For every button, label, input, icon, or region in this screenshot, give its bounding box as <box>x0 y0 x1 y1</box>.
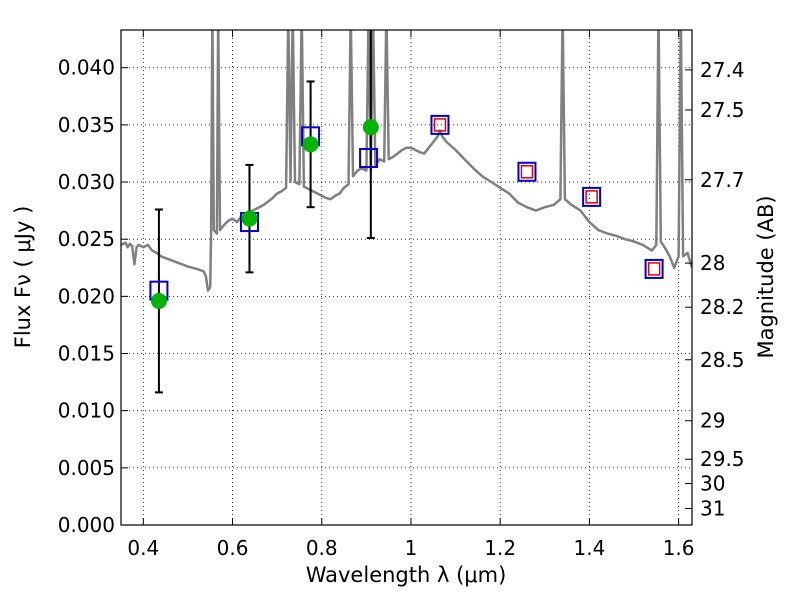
axis-ticks <box>121 30 692 526</box>
y-tick-label: 0.040 <box>58 56 115 80</box>
x-tick-labels: 0.4 0.6 0.8 1 1.2 1.4 1.6 <box>127 536 694 560</box>
y-tick-label: 0.030 <box>58 170 115 194</box>
y-tick-label: 0.000 <box>58 513 115 537</box>
y-tick-label: 0.035 <box>58 113 115 137</box>
observed-point <box>241 210 258 227</box>
x-tick-label: 1.4 <box>573 536 605 560</box>
x-tick-label: 0.4 <box>127 536 159 560</box>
magnitude-tick-label: 28 <box>700 251 725 275</box>
model-box <box>582 186 602 207</box>
x-tick-label: 1 <box>405 536 418 560</box>
y-tick-label: 0.010 <box>58 399 115 423</box>
magnitude-tick-label: 28.5 <box>700 348 745 372</box>
magnitude-tick-label: 27.5 <box>700 98 745 122</box>
magnitude-tick-label: 27.4 <box>700 58 745 82</box>
magnitude-tick-label: 29.5 <box>700 447 745 471</box>
x-tick-label: 1.2 <box>484 536 516 560</box>
observed-point <box>302 136 319 153</box>
x-tick-label: 1.6 <box>663 536 695 560</box>
model-box <box>430 114 450 135</box>
plot-frame <box>120 29 693 526</box>
grid-lines <box>121 30 692 526</box>
model-box-inner <box>585 190 598 204</box>
observed-point <box>362 119 379 136</box>
y-tick-label: 0.020 <box>58 284 115 308</box>
magnitude-axis-label: Magnitude (AB) <box>754 195 778 358</box>
model-boxes <box>149 114 664 301</box>
model-box-inner <box>433 118 447 132</box>
y-tick-label: 0.015 <box>58 342 115 366</box>
x-tick-label: 0.6 <box>217 536 249 560</box>
x-axis-label: Wavelength λ (μm) <box>306 563 507 587</box>
y-tick-label: 0.005 <box>58 456 115 480</box>
model-box <box>644 258 664 279</box>
y-tick-label: 0.025 <box>58 227 115 251</box>
y-tick-labels: 0.000 0.005 0.010 0.015 0.020 0.025 0.030 0.035… <box>58 56 115 537</box>
magnitude-tick-label: 29 <box>700 409 725 433</box>
y-axis-label: Flux Fν ( μJy ) <box>11 206 35 349</box>
magnitude-tick-label: 28.2 <box>700 295 745 319</box>
model-box <box>517 161 537 182</box>
model-box-inner <box>647 262 661 276</box>
model-box <box>359 148 379 169</box>
template-spectrum <box>121 30 692 292</box>
magnitude-tick-label: 30 <box>700 471 725 495</box>
observed-points <box>150 119 379 309</box>
template-spectrum-line <box>121 30 692 292</box>
x-tick-label: 0.8 <box>306 536 338 560</box>
magnitude-tick-label: 31 <box>700 496 725 520</box>
observed-point <box>150 292 167 309</box>
magnitude-tick-label: 27.7 <box>700 168 745 192</box>
model-box-inner <box>520 165 534 179</box>
